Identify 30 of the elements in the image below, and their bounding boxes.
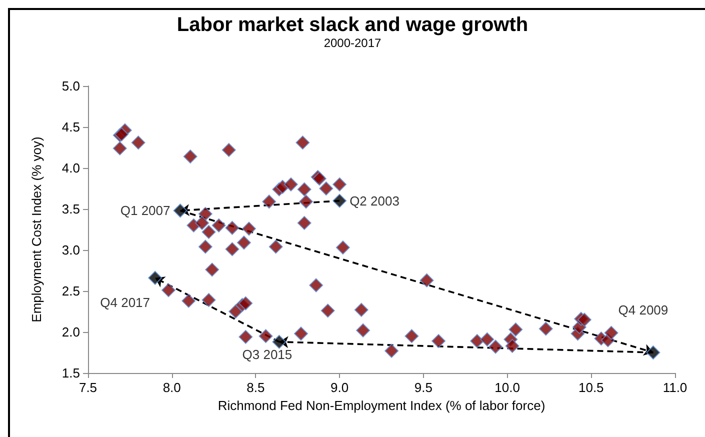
y-tick-label: 1.5 [62,366,80,380]
x-tick-label: 9.5 [414,380,432,395]
chart-subtitle: 2000-2017 [324,36,382,50]
y-tick-label: 2.5 [62,284,80,298]
point [272,334,286,349]
x-tick-label: 10.5 [578,380,604,395]
x-tick-label: 8.0 [162,380,181,395]
y-tick-label: 3.0 [62,242,80,258]
x-axis-title: Richmond Fed Non-Employment Index (% of labor force) [218,398,546,413]
annotation: Q2 2003 [350,193,400,208]
point [646,346,660,360]
chart-title: Labor market slack and wage growth [176,14,528,36]
annotation: Q3 2015 [242,346,292,362]
x-tick-label: 11.0 [662,380,688,395]
y-tick-label: 5.0 [62,78,80,94]
y-tick-label: 4.0 [62,160,80,176]
x-tick-label: 8.5 [246,380,265,395]
y-axis-title: Employment Cost Index (% yoy) [29,136,44,322]
annotation: Q4 2009 [618,302,668,318]
x-tick-label: 7.5 [78,380,98,395]
y-tick-label: 4.5 [62,120,80,134]
y-tick-label: 2.0 [62,324,80,340]
annotation: Q1 2007 [120,203,170,218]
point [332,194,347,208]
point [148,270,162,285]
annotation: Q4 2017 [100,294,150,310]
x-tick-label: 10.0 [494,380,520,395]
point [173,204,188,218]
y-tick-label: 3.5 [62,202,80,216]
x-tick-label: 9.0 [330,380,349,395]
